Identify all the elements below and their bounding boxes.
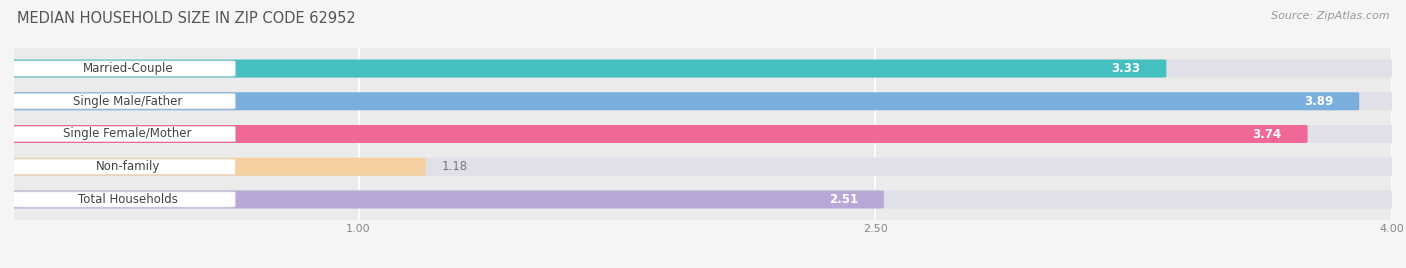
FancyBboxPatch shape <box>8 158 426 176</box>
Text: 3.33: 3.33 <box>1112 62 1140 75</box>
FancyBboxPatch shape <box>8 125 1398 143</box>
Text: MEDIAN HOUSEHOLD SIZE IN ZIP CODE 62952: MEDIAN HOUSEHOLD SIZE IN ZIP CODE 62952 <box>17 11 356 26</box>
FancyBboxPatch shape <box>14 126 235 142</box>
FancyBboxPatch shape <box>8 125 1308 143</box>
Text: Non-family: Non-family <box>96 160 160 173</box>
Text: 3.89: 3.89 <box>1305 95 1333 108</box>
FancyBboxPatch shape <box>8 59 1398 77</box>
FancyBboxPatch shape <box>8 59 1167 77</box>
Text: 2.51: 2.51 <box>830 193 858 206</box>
FancyBboxPatch shape <box>14 159 235 174</box>
FancyBboxPatch shape <box>8 191 1398 209</box>
FancyBboxPatch shape <box>8 158 1398 176</box>
FancyBboxPatch shape <box>14 192 235 207</box>
FancyBboxPatch shape <box>8 92 1360 110</box>
Text: Total Households: Total Households <box>77 193 177 206</box>
Text: 1.18: 1.18 <box>441 160 467 173</box>
Text: Married-Couple: Married-Couple <box>83 62 173 75</box>
FancyBboxPatch shape <box>14 61 235 76</box>
FancyBboxPatch shape <box>8 191 884 209</box>
Text: Single Female/Mother: Single Female/Mother <box>63 128 193 140</box>
Text: Source: ZipAtlas.com: Source: ZipAtlas.com <box>1271 11 1389 21</box>
FancyBboxPatch shape <box>14 94 235 109</box>
FancyBboxPatch shape <box>8 92 1398 110</box>
Text: Single Male/Father: Single Male/Father <box>73 95 183 108</box>
Text: 3.74: 3.74 <box>1253 128 1282 140</box>
